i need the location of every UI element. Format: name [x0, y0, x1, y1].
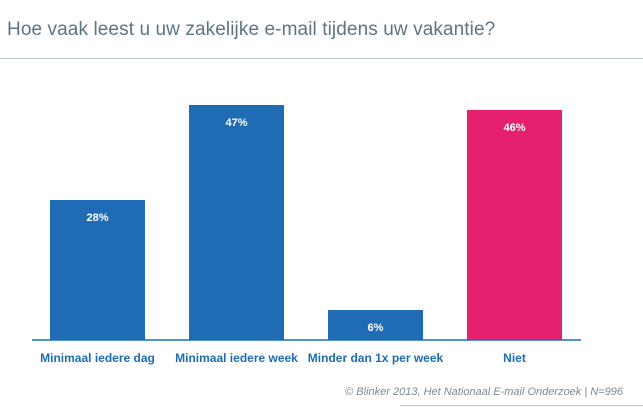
bars-group: [50, 105, 562, 340]
category-label-4: Niet: [503, 351, 526, 365]
bar-2: [189, 105, 284, 340]
footer-divider: [400, 405, 643, 406]
value-label-4: 46%: [503, 122, 525, 134]
chart-title: Hoe vaak leest u uw zakelijke e-mail tij…: [7, 19, 496, 40]
source-note: © Blinker 2013, Het Nationaal E-mail Ond…: [345, 386, 623, 398]
category-label-1: Minimaal iedere dag: [40, 351, 155, 365]
title-divider: [0, 58, 643, 59]
category-label-3: Minder dan 1x per week: [308, 351, 444, 365]
bar-4: [467, 110, 562, 340]
category-labels-group: Minimaal iedere dag Minimaal iedere week M…: [40, 351, 526, 365]
value-labels-group: 28% 47% 6% 46%: [86, 117, 525, 334]
category-label-2: Minimaal iedere week: [175, 351, 298, 365]
value-label-3: 6%: [368, 322, 384, 334]
bar-3: [328, 310, 423, 340]
value-label-1: 28%: [86, 212, 108, 224]
bar-1: [50, 200, 145, 340]
value-label-2: 47%: [225, 117, 247, 129]
